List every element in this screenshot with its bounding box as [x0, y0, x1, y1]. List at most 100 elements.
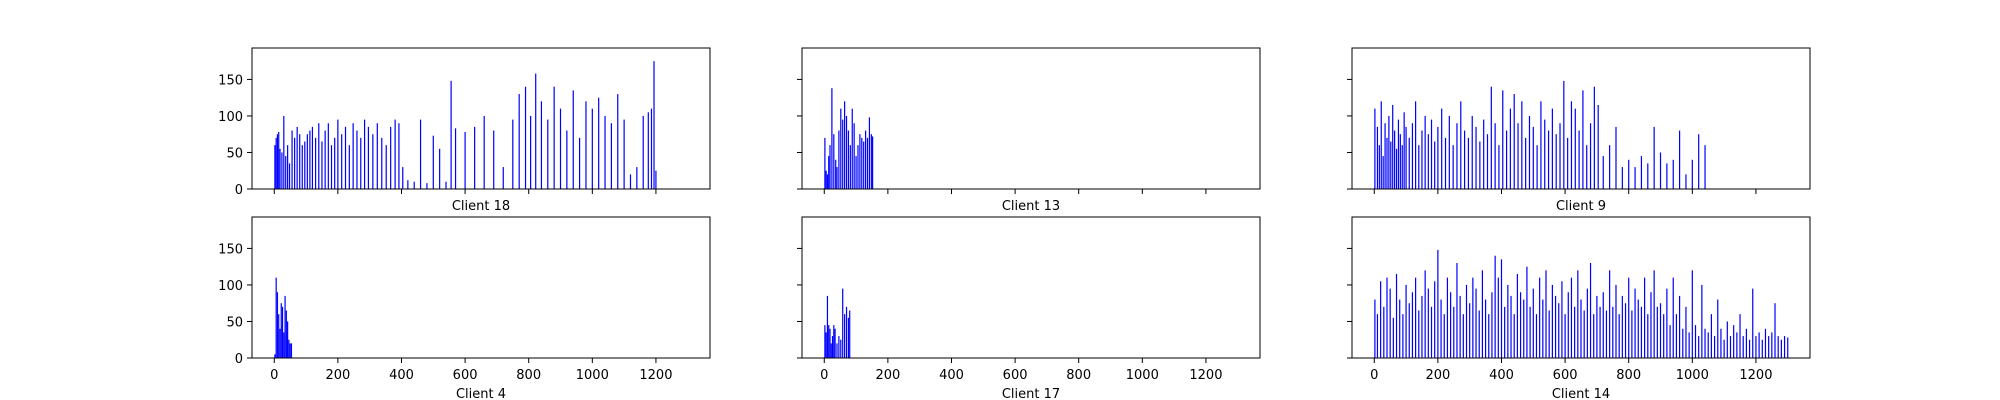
- y-tick-label: 150: [218, 242, 243, 257]
- bar: [334, 137, 336, 189]
- bar: [828, 156, 830, 189]
- bar: [279, 328, 281, 358]
- x-tick-label: 0: [1370, 368, 1378, 383]
- bar: [826, 295, 829, 358]
- bar: [824, 325, 826, 358]
- bar: [572, 90, 574, 189]
- bar: [279, 148, 281, 189]
- bar: [1631, 310, 1633, 358]
- bar: [1640, 306, 1643, 358]
- bar: [1717, 299, 1719, 358]
- bar: [352, 123, 354, 189]
- bar: [1497, 277, 1499, 358]
- bar: [330, 145, 333, 189]
- bar: [1723, 339, 1725, 358]
- bar: [1399, 134, 1401, 189]
- bar: [598, 97, 600, 189]
- bar: [825, 332, 827, 358]
- bar: [1777, 336, 1779, 358]
- bar: [1446, 277, 1449, 358]
- bar: [1567, 292, 1569, 358]
- bar: [1720, 328, 1722, 358]
- bar: [1430, 306, 1433, 358]
- bar: [1640, 156, 1643, 189]
- bar: [1418, 310, 1420, 358]
- bar: [1666, 288, 1668, 358]
- y-tick-label: 50: [226, 315, 243, 330]
- bar: [1472, 277, 1474, 358]
- y-tick-label: 150: [218, 73, 243, 88]
- bar: [585, 101, 587, 189]
- x-axis-label: Client 14: [1552, 387, 1610, 400]
- bar: [559, 108, 562, 189]
- x-tick-label: 400: [389, 368, 414, 383]
- bar: [1390, 141, 1392, 189]
- bar: [1593, 314, 1595, 358]
- axes-frame: [801, 47, 1261, 190]
- subplot-client-13: Client 13: [797, 47, 1261, 214]
- bar: [1679, 295, 1681, 358]
- bar: [285, 156, 287, 189]
- bar: [824, 137, 826, 189]
- bar: [1411, 292, 1414, 358]
- bar: [299, 134, 301, 189]
- bar: [1752, 288, 1754, 358]
- bar: [838, 130, 840, 189]
- bar: [1384, 123, 1386, 189]
- bar: [833, 134, 835, 189]
- bar: [301, 145, 303, 189]
- bar: [1405, 126, 1407, 189]
- bar: [553, 86, 555, 189]
- bar: [1787, 337, 1789, 358]
- bar: [1634, 167, 1636, 189]
- bar: [844, 101, 846, 189]
- bar: [1561, 281, 1563, 358]
- bar: [835, 159, 837, 189]
- bar: [1698, 134, 1700, 189]
- bar: [530, 115, 532, 189]
- bar: [1424, 270, 1426, 358]
- bar: [493, 130, 495, 189]
- bar: [1691, 159, 1693, 189]
- bar: [474, 126, 476, 189]
- bar: [1551, 284, 1553, 358]
- bar: [855, 156, 857, 189]
- bar: [1507, 284, 1509, 358]
- bar: [1444, 137, 1447, 189]
- bar: [1713, 336, 1716, 358]
- bar: [1389, 288, 1391, 358]
- bar: [1761, 339, 1763, 358]
- bar: [1405, 284, 1407, 358]
- bar: [1666, 163, 1668, 189]
- bar: [1532, 288, 1534, 358]
- bar: [1558, 303, 1560, 358]
- axes-frame: [251, 47, 711, 190]
- bar: [647, 112, 649, 189]
- bar: [432, 135, 434, 189]
- bar: [287, 321, 289, 358]
- bar: [1509, 108, 1511, 189]
- bar: [398, 123, 400, 189]
- bar: [1615, 126, 1617, 189]
- bar: [1774, 303, 1776, 358]
- bar: [1729, 336, 1732, 358]
- x-tick-label: 0: [820, 368, 828, 383]
- x-tick-label: 1200: [1739, 368, 1772, 383]
- bar: [1382, 156, 1384, 189]
- bar: [833, 325, 835, 358]
- bar: [1605, 310, 1608, 358]
- bar: [1408, 303, 1410, 358]
- bar: [1618, 314, 1620, 358]
- bar: [1621, 167, 1623, 189]
- bar: [1380, 281, 1382, 358]
- bar: [1424, 115, 1426, 189]
- bar: [1548, 310, 1550, 358]
- bar: [1376, 126, 1379, 189]
- bar: [604, 115, 606, 189]
- bar: [311, 126, 314, 189]
- bar: [1547, 130, 1550, 189]
- bar: [642, 115, 644, 189]
- bar: [1483, 119, 1485, 189]
- bar: [1453, 306, 1455, 358]
